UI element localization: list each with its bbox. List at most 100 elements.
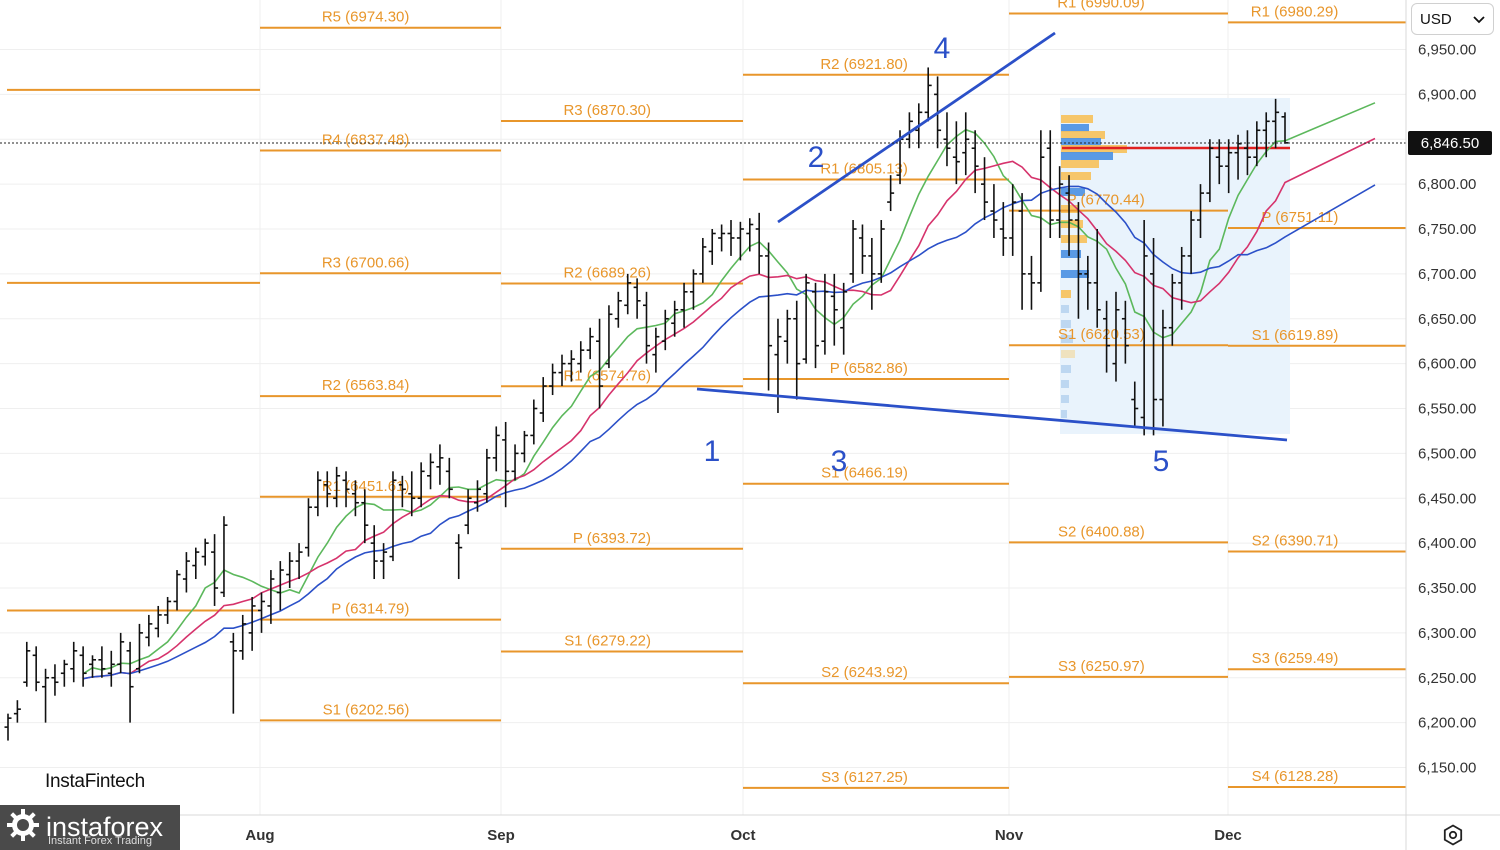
price-bar — [680, 282, 688, 328]
price-bar — [492, 426, 500, 472]
volume-bar — [1061, 152, 1113, 160]
price-bar — [586, 327, 594, 360]
price-bar — [98, 646, 106, 678]
sma-fast-line — [82, 102, 1376, 675]
price-bar — [1196, 184, 1204, 238]
settings-icon[interactable] — [1440, 822, 1466, 848]
price-bar — [1018, 193, 1026, 310]
price-bar — [370, 525, 378, 580]
pivot-label: P (6393.72) — [573, 530, 651, 547]
price-bar — [1272, 98, 1280, 149]
price-bar — [821, 273, 829, 355]
price-bar — [689, 269, 697, 310]
price-bar — [286, 552, 294, 588]
volume-bar — [1061, 305, 1069, 313]
price-bar — [520, 430, 528, 463]
price-bar — [999, 202, 1007, 256]
price-bar — [483, 448, 491, 503]
volume-bar — [1061, 380, 1069, 388]
price-bar — [1243, 130, 1251, 176]
price-bar — [661, 309, 669, 351]
price-bar — [1093, 229, 1101, 328]
price-bar — [51, 664, 59, 696]
pivot-label: S2 (6400.88) — [1058, 523, 1145, 540]
volume-bar — [1061, 188, 1085, 196]
pivot-label: P (6314.79) — [331, 601, 409, 618]
volume-bar — [1061, 350, 1075, 358]
y-tick-label: 6,450.00 — [1418, 490, 1476, 507]
price-bar — [351, 480, 359, 517]
price-bar — [267, 570, 275, 624]
y-tick-label: 6,750.00 — [1418, 221, 1476, 238]
price-bar — [239, 614, 247, 660]
price-bar — [436, 444, 444, 485]
lower-trendline — [696, 387, 1288, 442]
price-bar — [774, 318, 782, 413]
price-bar — [746, 218, 754, 252]
pivot-label: R1 (6990.09) — [1057, 0, 1145, 12]
y-tick-label: 6,600.00 — [1418, 356, 1476, 373]
price-bar — [229, 632, 237, 714]
currency-value: USD — [1420, 10, 1452, 28]
price-bar — [671, 300, 679, 337]
price-bar — [23, 641, 31, 687]
price-bar — [1074, 202, 1082, 319]
pivot-label: P (6582.86) — [830, 360, 908, 377]
wave-label: 4 — [934, 32, 951, 65]
price-bar — [1103, 300, 1111, 373]
price-bar — [276, 561, 284, 611]
price-bar — [558, 354, 566, 387]
y-tick-label: 6,300.00 — [1418, 625, 1476, 642]
x-tick-label: Dec — [1214, 827, 1242, 844]
price-bar — [220, 516, 228, 597]
price-bar — [830, 273, 838, 346]
price-bar — [1056, 166, 1064, 238]
pivot-label: R1 (6980.29) — [1251, 3, 1339, 20]
price-bar — [633, 278, 641, 319]
price-bar — [605, 305, 613, 369]
y-tick-label: 6,550.00 — [1418, 401, 1476, 418]
price-bar — [1112, 291, 1120, 382]
price-bar — [727, 220, 735, 256]
price-bar — [248, 596, 256, 651]
price-bar — [1168, 273, 1176, 346]
price-bar — [473, 480, 481, 512]
y-tick-label: 6,950.00 — [1418, 42, 1476, 59]
price-bar — [962, 112, 970, 176]
price-bar — [192, 547, 200, 580]
price-bar — [70, 641, 78, 683]
price-bar — [1084, 255, 1092, 310]
wave-label: 3 — [831, 445, 848, 478]
pivot-label: R2 (6689.26) — [563, 265, 651, 282]
pivot-label: S1 (6619.89) — [1252, 327, 1339, 344]
pivot-label: S3 (6127.25) — [821, 769, 908, 786]
price-bar — [1159, 309, 1167, 427]
currency-select[interactable]: USD — [1411, 3, 1494, 35]
price-bar — [398, 475, 406, 508]
price-bar — [736, 221, 744, 261]
pivot-label: R4 (6837.48) — [322, 131, 410, 148]
x-tick-label: Sep — [487, 827, 515, 844]
price-bar — [107, 650, 115, 687]
price-bar — [258, 592, 266, 633]
price-bar — [1121, 300, 1129, 364]
price-bar — [1027, 255, 1035, 310]
moving-averages — [82, 102, 1376, 680]
price-bar — [1046, 130, 1054, 238]
volume-bar — [1061, 205, 1079, 213]
price-bar — [1234, 134, 1242, 180]
price-bar — [952, 121, 960, 185]
price-bar — [567, 350, 575, 382]
price-bar — [812, 282, 820, 369]
watermark: InstaFintech — [45, 771, 145, 792]
price-bar — [42, 668, 50, 723]
price-bar — [840, 282, 848, 355]
price-bar — [1215, 139, 1223, 185]
instaforex-logo: instaforex Instant Forex Trading — [0, 805, 180, 850]
price-bar — [304, 498, 312, 557]
volume-bar — [1061, 235, 1087, 243]
price-bar — [380, 543, 388, 580]
price-bar — [4, 713, 12, 741]
price-bar — [718, 224, 726, 252]
